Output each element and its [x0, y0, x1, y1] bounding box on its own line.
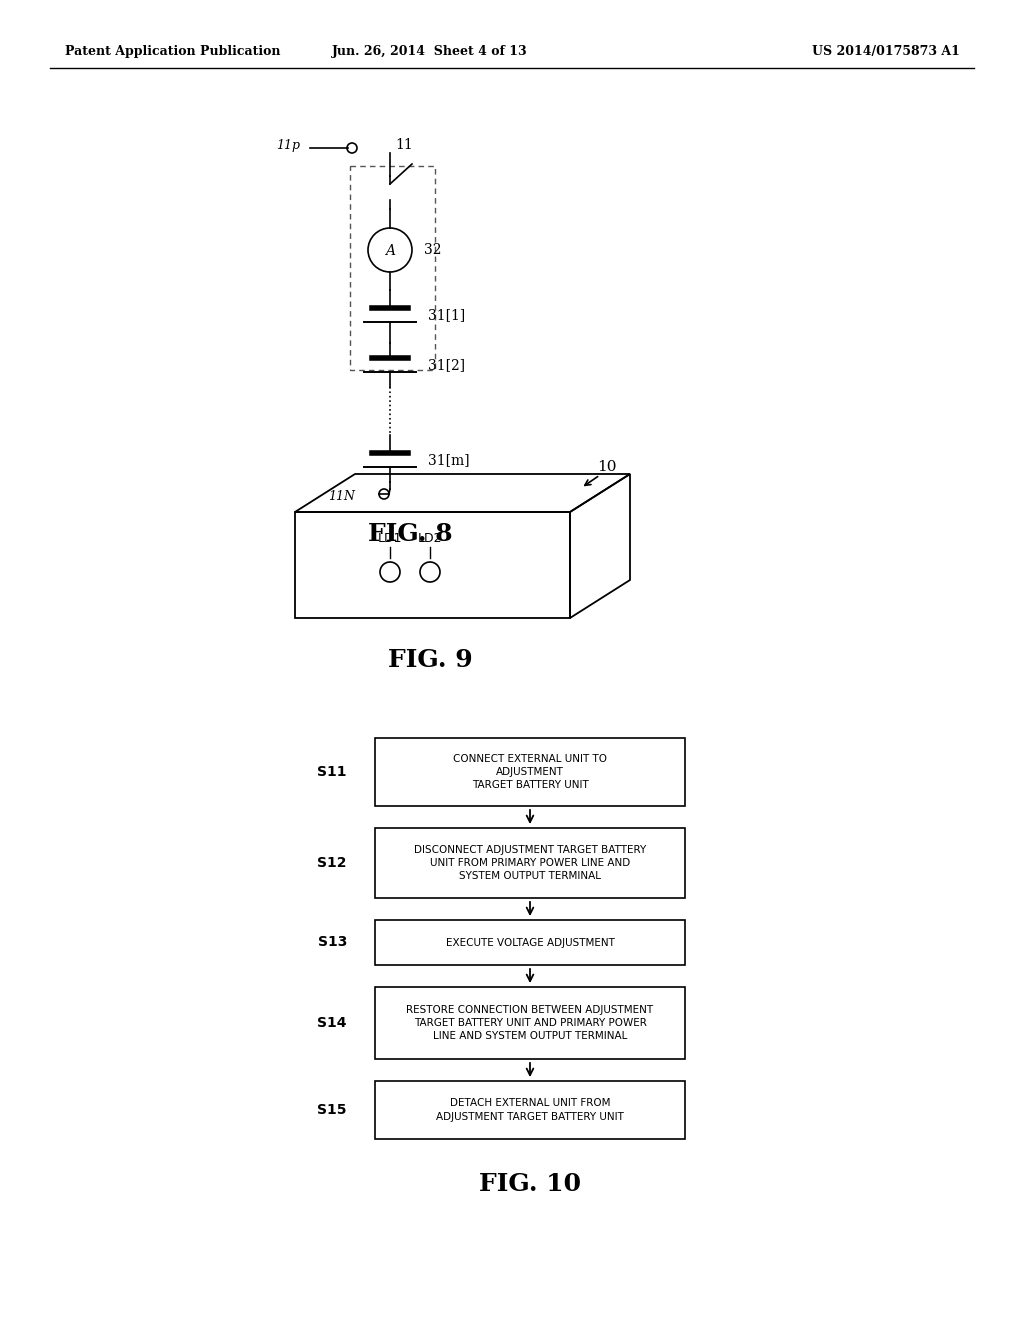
Text: CONNECT EXTERNAL UNIT TO
ADJUSTMENT
TARGET BATTERY UNIT: CONNECT EXTERNAL UNIT TO ADJUSTMENT TARG…: [453, 754, 607, 791]
Text: 10: 10: [597, 459, 616, 474]
Text: S12: S12: [317, 855, 347, 870]
Text: 31[m]: 31[m]: [428, 453, 470, 467]
FancyBboxPatch shape: [375, 920, 685, 965]
Text: FIG. 8: FIG. 8: [368, 521, 453, 546]
Text: 31[2]: 31[2]: [428, 358, 465, 372]
Text: S11: S11: [317, 766, 347, 779]
Text: DETACH EXTERNAL UNIT FROM
ADJUSTMENT TARGET BATTERY UNIT: DETACH EXTERNAL UNIT FROM ADJUSTMENT TAR…: [436, 1098, 624, 1122]
Text: DISCONNECT ADJUSTMENT TARGET BATTERY
UNIT FROM PRIMARY POWER LINE AND
SYSTEM OUT: DISCONNECT ADJUSTMENT TARGET BATTERY UNI…: [414, 845, 646, 882]
FancyBboxPatch shape: [375, 987, 685, 1059]
Text: Jun. 26, 2014  Sheet 4 of 13: Jun. 26, 2014 Sheet 4 of 13: [332, 45, 527, 58]
Text: 11: 11: [395, 139, 413, 152]
Text: Patent Application Publication: Patent Application Publication: [65, 45, 281, 58]
Text: US 2014/0175873 A1: US 2014/0175873 A1: [812, 45, 961, 58]
Text: S15: S15: [317, 1104, 347, 1117]
Text: 32: 32: [424, 243, 441, 257]
Text: S14: S14: [317, 1016, 347, 1030]
Text: RESTORE CONNECTION BETWEEN ADJUSTMENT
TARGET BATTERY UNIT AND PRIMARY POWER
LINE: RESTORE CONNECTION BETWEEN ADJUSTMENT TA…: [407, 1005, 653, 1041]
Text: EXECUTE VOLTAGE ADJUSTMENT: EXECUTE VOLTAGE ADJUSTMENT: [445, 937, 614, 948]
Text: FIG. 10: FIG. 10: [479, 1172, 581, 1196]
Text: A: A: [385, 244, 395, 257]
FancyBboxPatch shape: [375, 1081, 685, 1139]
Text: 11p: 11p: [276, 140, 300, 153]
FancyBboxPatch shape: [375, 738, 685, 807]
Text: S13: S13: [317, 936, 347, 949]
Text: 31[1]: 31[1]: [428, 308, 465, 322]
Text: LD1: LD1: [378, 532, 402, 545]
Text: FIG. 9: FIG. 9: [388, 648, 472, 672]
FancyBboxPatch shape: [375, 828, 685, 898]
Text: 11N: 11N: [328, 490, 355, 503]
Text: LD2: LD2: [418, 532, 442, 545]
